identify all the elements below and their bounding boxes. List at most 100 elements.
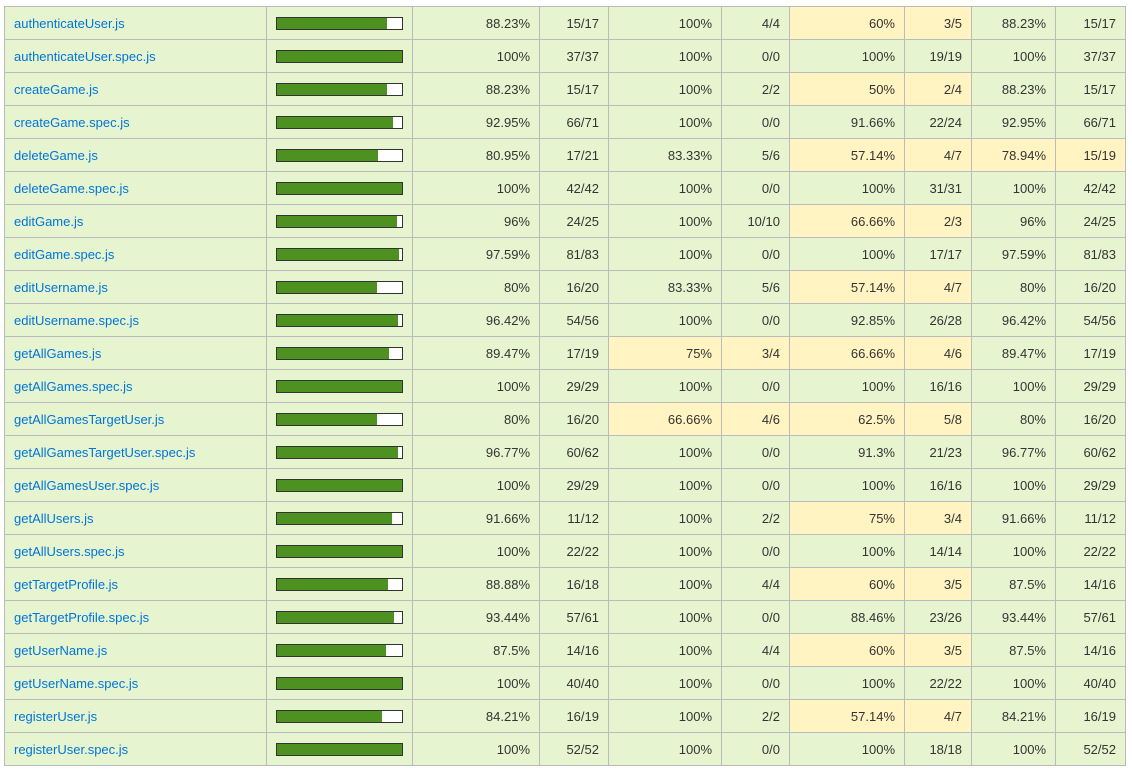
functions-pct: 100%	[789, 237, 905, 271]
coverage-bar-fill	[277, 248, 399, 260]
lines-count: 15/17	[1055, 6, 1126, 40]
file-link[interactable]: createGame.js	[14, 81, 99, 97]
statements-pct: 100%	[412, 171, 540, 205]
branches-pct: 100%	[608, 6, 722, 40]
lines-count: 14/16	[1055, 633, 1126, 667]
coverage-bar-fill	[277, 545, 402, 557]
lines-pct: 84.21%	[971, 699, 1056, 733]
functions-pct: 60%	[789, 633, 905, 667]
coverage-bar-cell	[266, 204, 413, 238]
file-link[interactable]: getAllUsers.spec.js	[14, 543, 125, 559]
functions-count: 2/3	[904, 204, 972, 238]
statements-count: 24/25	[539, 204, 609, 238]
file-link[interactable]: deleteGame.spec.js	[14, 180, 129, 196]
file-link[interactable]: editGame.js	[14, 213, 84, 229]
file-link[interactable]: getTargetProfile.js	[14, 576, 119, 592]
file-link[interactable]: getAllUsers.js	[14, 510, 94, 526]
file-link[interactable]: deleteGame.js	[14, 147, 98, 163]
lines-pct: 100%	[971, 468, 1056, 502]
lines-pct: 80%	[971, 402, 1056, 436]
lines-count: 17/19	[1055, 336, 1126, 370]
lines-count: 54/56	[1055, 303, 1126, 337]
lines-count: 15/19	[1055, 138, 1126, 172]
lines-pct: 93.44%	[971, 600, 1056, 634]
file-cell: deleteGame.js	[4, 138, 267, 172]
coverage-bar-fill	[277, 50, 402, 62]
file-link[interactable]: createGame.spec.js	[14, 114, 130, 130]
file-link[interactable]: getAllGames.js	[14, 345, 102, 361]
branches-count: 0/0	[721, 435, 790, 469]
table-row: getAllGamesUser.spec.js 100% 29/29 100% 0/0 1…	[4, 468, 1126, 502]
statements-pct: 87.5%	[412, 633, 540, 667]
statements-pct: 80%	[412, 270, 540, 304]
coverage-bar-cell	[266, 237, 413, 271]
statements-count: 17/21	[539, 138, 609, 172]
lines-count: 16/19	[1055, 699, 1126, 733]
branches-count: 0/0	[721, 468, 790, 502]
file-cell: getTargetProfile.js	[4, 567, 267, 601]
statements-count: 42/42	[539, 171, 609, 205]
file-link[interactable]: getUserName.spec.js	[14, 675, 139, 691]
coverage-bar-cell	[266, 468, 413, 502]
coverage-bar	[276, 313, 403, 327]
table-row: getAllGames.js 89.47% 17/19 75% 3/4 66.66% 4/6…	[4, 336, 1126, 370]
lines-pct: 100%	[971, 666, 1056, 700]
file-link[interactable]: registerUser.spec.js	[14, 741, 129, 757]
functions-pct: 62.5%	[789, 402, 905, 436]
branches-pct: 100%	[608, 468, 722, 502]
branches-count: 5/6	[721, 270, 790, 304]
coverage-table-body: authenticateUser.js 88.23% 15/17 100% 4/4 60%…	[4, 6, 1126, 766]
file-link[interactable]: getAllGamesTargetUser.js	[14, 411, 165, 427]
coverage-bar	[276, 346, 403, 360]
file-link[interactable]: getAllGames.spec.js	[14, 378, 133, 394]
statements-pct: 100%	[412, 666, 540, 700]
coverage-bar-fill	[277, 380, 402, 392]
lines-count: 42/42	[1055, 171, 1126, 205]
file-cell: getAllUsers.spec.js	[4, 534, 267, 568]
functions-count: 17/17	[904, 237, 972, 271]
statements-pct: 100%	[412, 39, 540, 73]
file-link[interactable]: editGame.spec.js	[14, 246, 115, 262]
coverage-bar-cell	[266, 666, 413, 700]
branches-count: 2/2	[721, 72, 790, 106]
statements-pct: 96.42%	[412, 303, 540, 337]
file-link[interactable]: getAllGamesTargetUser.spec.js	[14, 444, 196, 460]
table-row: authenticateUser.js 88.23% 15/17 100% 4/4 60%…	[4, 6, 1126, 40]
coverage-bar	[276, 247, 403, 261]
file-link[interactable]: authenticateUser.spec.js	[14, 48, 156, 64]
file-cell: getTargetProfile.spec.js	[4, 600, 267, 634]
coverage-bar-fill	[277, 182, 402, 194]
branches-pct: 83.33%	[608, 270, 722, 304]
file-link[interactable]: getTargetProfile.spec.js	[14, 609, 150, 625]
file-link[interactable]: authenticateUser.js	[14, 15, 125, 31]
lines-pct: 100%	[971, 39, 1056, 73]
coverage-bar-fill	[277, 644, 386, 656]
functions-count: 19/19	[904, 39, 972, 73]
coverage-bar-cell	[266, 336, 413, 370]
functions-count: 4/6	[904, 336, 972, 370]
file-link[interactable]: editUsername.spec.js	[14, 312, 139, 328]
file-link[interactable]: registerUser.js	[14, 708, 98, 724]
lines-count: 37/37	[1055, 39, 1126, 73]
coverage-bar	[276, 412, 403, 426]
functions-count: 4/7	[904, 270, 972, 304]
branches-count: 0/0	[721, 39, 790, 73]
coverage-bar	[276, 643, 403, 657]
branches-count: 4/4	[721, 633, 790, 667]
lines-pct: 96.77%	[971, 435, 1056, 469]
branches-count: 0/0	[721, 369, 790, 403]
functions-pct: 75%	[789, 501, 905, 535]
coverage-bar-cell	[266, 138, 413, 172]
functions-count: 3/5	[904, 6, 972, 40]
file-cell: editUsername.js	[4, 270, 267, 304]
file-link[interactable]: getUserName.js	[14, 642, 108, 658]
table-row: editGame.js 96% 24/25 100% 10/10 66.66% 2/3 96%…	[4, 204, 1126, 238]
statements-count: 29/29	[539, 468, 609, 502]
statements-pct: 80%	[412, 402, 540, 436]
coverage-bar-cell	[266, 6, 413, 40]
file-link[interactable]: getAllGamesUser.spec.js	[14, 477, 160, 493]
table-row: createGame.js 88.23% 15/17 100% 2/2 50% 2/4 88.…	[4, 72, 1126, 106]
lines-count: 24/25	[1055, 204, 1126, 238]
file-link[interactable]: editUsername.js	[14, 279, 108, 295]
branches-pct: 83.33%	[608, 138, 722, 172]
